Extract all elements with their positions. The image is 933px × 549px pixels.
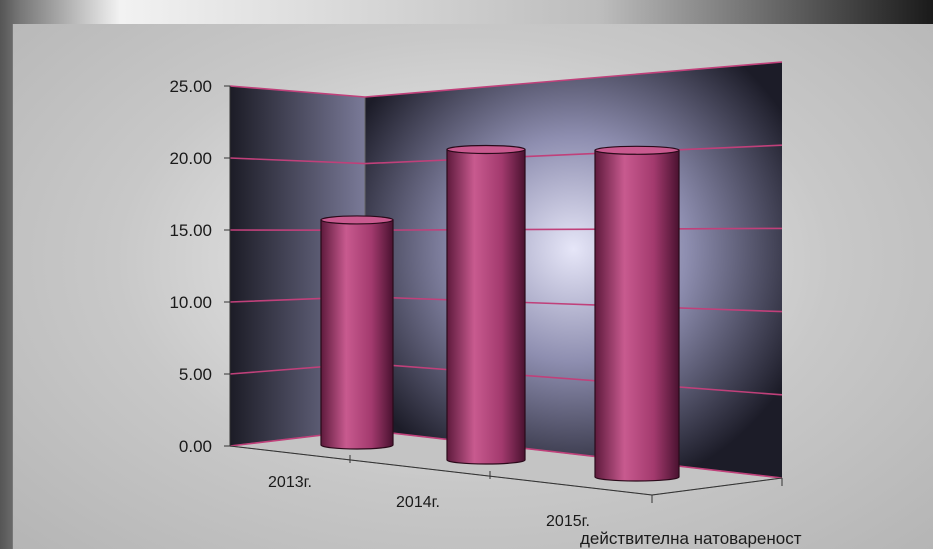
x-tick-label: 2015г. [546,513,590,530]
y-tick-label: 20.00 [169,149,212,168]
x-tick-label: 2014г. [396,494,440,511]
bars [320,144,680,482]
gridline [229,61,783,98]
bar-2 [446,144,526,465]
back-wall [365,62,782,478]
series-axis-label: действителна натовареност [580,529,802,548]
x-axis: 2013г. 2014г. 2015г. [229,445,783,530]
y-tick-label: 0.00 [179,437,212,456]
y-tick-label: 5.00 [179,365,212,384]
bar-1 [320,215,394,450]
y-axis: 0.00 5.00 10.00 15.00 20.00 25.00 [169,77,231,456]
y-tick-label: 10.00 [169,293,212,312]
y-tick-label: 25.00 [169,77,212,96]
x-tick-label: 2013г. [268,474,312,491]
y-tick-label: 15.00 [169,221,212,240]
depth-axis-line [651,477,783,496]
bar-3 [594,145,680,482]
x-axis-line [229,445,653,496]
